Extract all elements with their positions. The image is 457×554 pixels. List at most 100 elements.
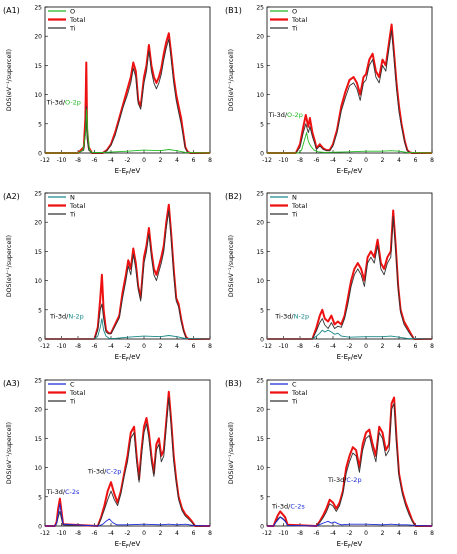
panel-a2: (A2) 0 5 10 15 20 25 -12 -10 -8 -6 -4 -2 0 2 4 6 8 E-EF/eV… bbox=[3, 191, 212, 364]
series-line-ti bbox=[45, 210, 210, 340]
x-tick-label: 6 bbox=[192, 530, 196, 537]
x-tick-label: 2 bbox=[381, 530, 385, 537]
y-tick-label: 20 bbox=[256, 220, 264, 227]
x-tick-label: -2 bbox=[125, 343, 131, 350]
series-line-ti bbox=[45, 38, 210, 154]
y-tick-label: 5 bbox=[260, 494, 264, 501]
x-tick-label: 2 bbox=[159, 343, 163, 350]
y-tick-label: 10 bbox=[256, 92, 264, 99]
legend-label: Ti bbox=[69, 211, 76, 219]
panel-a3: (A3) 0 5 10 15 20 25 -12 -10 -8 -6 -4 -2 0 2 4 6 8 E-EF/eV… bbox=[3, 378, 212, 551]
y-tick-label: 25 bbox=[34, 378, 42, 385]
y-axis-label: DOS(eV⁻¹/supercell) bbox=[228, 49, 235, 111]
x-tick-label: 6 bbox=[192, 157, 196, 164]
x-tick-label: -4 bbox=[108, 343, 114, 350]
legend-label: Total bbox=[69, 202, 85, 210]
y-tick-label: 5 bbox=[38, 494, 42, 501]
annotation-label: Ti-3d/C-2p bbox=[327, 476, 362, 484]
x-axis-label: E-EF/eV bbox=[115, 353, 141, 363]
x-tick-label: 2 bbox=[159, 157, 163, 164]
y-tick-label: 0 bbox=[38, 337, 42, 344]
panel-label: (A1) bbox=[3, 6, 20, 15]
legend-label: O bbox=[70, 8, 75, 16]
x-tick-label: -4 bbox=[108, 157, 114, 164]
y-tick-label: 25 bbox=[256, 378, 264, 385]
y-tick-label: 0 bbox=[38, 151, 42, 158]
series-line-c bbox=[267, 516, 433, 527]
legend-label: Ti bbox=[291, 25, 298, 33]
x-tick-label: -2 bbox=[347, 343, 353, 350]
y-tick-label: 15 bbox=[34, 436, 42, 443]
y-tick-label: 5 bbox=[260, 121, 264, 128]
legend-label: Total bbox=[69, 389, 85, 397]
annotation-label: Ti-3d/C-2p bbox=[87, 467, 122, 475]
x-tick-label: -10 bbox=[279, 530, 289, 537]
x-tick-label: 0 bbox=[142, 530, 146, 537]
x-tick-label: -10 bbox=[57, 530, 67, 537]
x-tick-label: -8 bbox=[75, 157, 81, 164]
x-tick-label: 4 bbox=[397, 157, 401, 164]
annotation-label: Ti-3d/N-2p bbox=[49, 313, 84, 321]
x-tick-label: 4 bbox=[175, 530, 179, 537]
x-tick-label: -12 bbox=[262, 157, 272, 164]
panel-a1: (A1) 0 5 10 15 20 25 -12 -10 -8 -6 -4 -2 0 2 4 6 8 E-EF/eV… bbox=[3, 5, 212, 178]
x-tick-label: -2 bbox=[125, 530, 131, 537]
legend-label: N bbox=[70, 194, 75, 202]
y-tick-label: 20 bbox=[256, 34, 264, 41]
x-tick-label: 0 bbox=[364, 530, 368, 537]
y-tick-label: 15 bbox=[34, 249, 42, 256]
y-tick-label: 25 bbox=[34, 191, 42, 198]
x-tick-label: 4 bbox=[175, 157, 179, 164]
x-tick-label: -12 bbox=[262, 530, 272, 537]
annotation-label: Ti-3d/N-2p bbox=[274, 313, 309, 321]
series-line-o bbox=[267, 132, 433, 154]
x-tick-label: -6 bbox=[92, 157, 98, 164]
panel-label: (B2) bbox=[225, 192, 242, 201]
legend-label: Total bbox=[69, 16, 85, 24]
y-tick-label: 5 bbox=[38, 307, 42, 314]
x-tick-label: -12 bbox=[40, 343, 50, 350]
y-tick-label: 25 bbox=[256, 191, 264, 198]
y-tick-label: 0 bbox=[260, 151, 264, 158]
panel-b1: (B1) 0 5 10 15 20 25 -12 -10 -8 -6 -4 -2 0 2 4 6 8 E-EF/eV… bbox=[225, 5, 434, 178]
annotation-label: Ti-3d/O-2p bbox=[46, 99, 81, 107]
y-tick-label: 20 bbox=[34, 407, 42, 414]
x-tick-label: 2 bbox=[381, 157, 385, 164]
x-axis-label: E-EF/eV bbox=[337, 540, 363, 550]
x-tick-label: 6 bbox=[414, 157, 418, 164]
x-tick-label: -6 bbox=[92, 343, 98, 350]
x-tick-label: 8 bbox=[430, 343, 434, 350]
x-tick-label: -10 bbox=[279, 343, 289, 350]
series-line-o bbox=[45, 108, 211, 154]
legend-label: Ti bbox=[69, 25, 76, 33]
x-tick-label: -12 bbox=[40, 530, 50, 537]
x-tick-label: -10 bbox=[279, 157, 289, 164]
y-tick-label: 20 bbox=[34, 34, 42, 41]
y-axis-label: DOS(eV⁻¹/supercell) bbox=[228, 422, 235, 484]
panel-b3: (B3) 0 5 10 15 20 25 -12 -10 -8 -6 -4 -2 0 2 4 6 8 E-EF/eV… bbox=[225, 378, 434, 551]
series-line-total bbox=[267, 23, 432, 154]
y-tick-label: 20 bbox=[34, 220, 42, 227]
y-tick-label: 5 bbox=[38, 121, 42, 128]
x-tick-label: -4 bbox=[330, 157, 336, 164]
x-tick-label: 0 bbox=[142, 343, 146, 350]
x-tick-label: 8 bbox=[208, 530, 212, 537]
x-tick-label: -12 bbox=[40, 157, 50, 164]
x-tick-label: 8 bbox=[208, 343, 212, 350]
panel-b2: (B2) 0 5 10 15 20 25 -12 -10 -8 -6 -4 -2 0 2 4 6 8 E-EF/eV… bbox=[225, 191, 434, 364]
legend-label: C bbox=[70, 381, 75, 389]
y-tick-label: 15 bbox=[256, 63, 264, 70]
legend-label: N bbox=[292, 194, 297, 202]
x-tick-label: -4 bbox=[330, 530, 336, 537]
y-tick-label: 10 bbox=[34, 465, 42, 472]
legend-label: Ti bbox=[69, 398, 76, 406]
y-axis-label: DOS(eV⁻¹/supercell) bbox=[6, 235, 13, 297]
y-tick-label: 25 bbox=[256, 5, 264, 12]
x-tick-label: 8 bbox=[430, 157, 434, 164]
